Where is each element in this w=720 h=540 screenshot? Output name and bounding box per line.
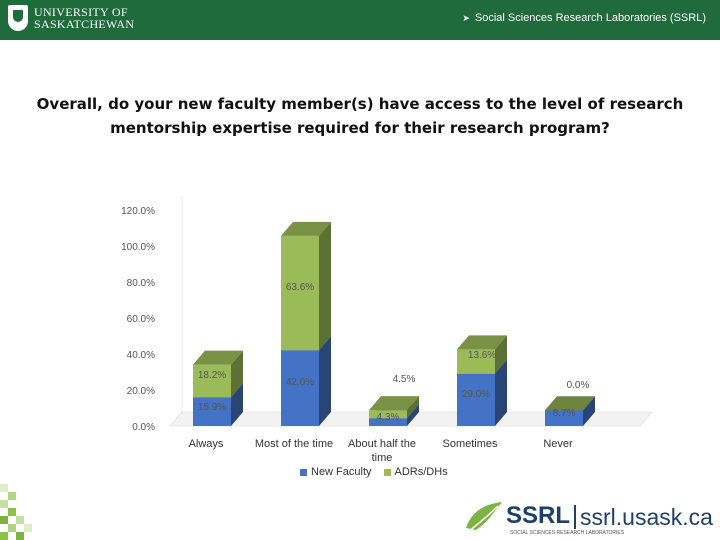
decor-square (0, 484, 8, 492)
bar-side (319, 336, 331, 426)
decor-square (0, 500, 8, 508)
legend-label-adrs-dhs: ADRs/DHs (394, 466, 448, 478)
data-label: 4.5% (393, 374, 416, 385)
university-line1: UNIVERSITY OF (34, 5, 128, 19)
y-tick-label: 0.0% (132, 422, 155, 433)
data-label: 4.3% (377, 412, 400, 423)
university-line2: SASKATCHEWAN (34, 17, 135, 31)
bar-side (231, 383, 243, 426)
arrow-icon: ➤ (462, 12, 470, 23)
y-tick-label: 20.0% (127, 386, 155, 397)
bar-side (495, 359, 507, 426)
legend-label-new-faculty: New Faculty (311, 466, 372, 478)
bar-side (407, 396, 419, 419)
decor-square (8, 524, 16, 532)
category-label: Always (189, 438, 224, 450)
data-label: 63.6% (286, 282, 314, 293)
legend-swatch-new-faculty (300, 468, 307, 476)
bar-new-faculty (193, 397, 231, 426)
data-label: 13.6% (468, 350, 496, 361)
bar-top (545, 396, 595, 411)
decor-square (8, 508, 16, 516)
bar-new-faculty (457, 373, 495, 426)
bar-adrs-dhs (457, 349, 495, 374)
data-label: 29.0% (462, 389, 490, 400)
lab-name: ➤ Social Sciences Research Laboratories … (462, 12, 706, 24)
bar-top (193, 350, 243, 365)
decor-square (0, 532, 8, 540)
bar-top (369, 396, 419, 411)
y-tick-label: 100.0% (121, 242, 155, 253)
bar-new-faculty (545, 410, 583, 426)
data-label: 15.9% (198, 402, 226, 413)
bar-side (319, 221, 331, 351)
header-bar: UNIVERSITY OF SASKATCHEWAN ➤ Social Scie… (0, 0, 720, 40)
bar-adrs-dhs (193, 364, 231, 398)
category-label: About half the (348, 438, 416, 450)
ssrl-footer-logo[interactable]: SSRL ssrl.usask.ca SOCIAL SCIENCES RESEA… (462, 496, 720, 540)
chart-title: Overall, do your new faculty member(s) h… (36, 95, 684, 137)
crest-icon (8, 5, 28, 31)
chart-legend: New Faculty ADRs/DHs (296, 466, 448, 478)
divider (574, 505, 576, 529)
ssrl-url-text: ssrl.usask.ca (580, 504, 713, 530)
decor-square (8, 492, 16, 500)
data-label: 8.7% (553, 408, 576, 419)
bar-side (583, 396, 595, 426)
decor-square (24, 524, 32, 532)
category-label: Most of the time (255, 438, 333, 450)
leaf-icon (466, 502, 502, 533)
category-label: Never (543, 438, 573, 450)
legend-swatch-adrs-dhs (383, 468, 391, 476)
decor-square (16, 516, 24, 524)
y-tick-label: 60.0% (127, 314, 155, 325)
bar-side (495, 335, 507, 374)
university-logo[interactable]: UNIVERSITY OF SASKATCHEWAN (8, 5, 134, 31)
data-label: 18.2% (198, 370, 226, 381)
decor-square (0, 516, 8, 524)
decor-square (16, 532, 24, 540)
bar-new-faculty (281, 350, 319, 426)
bar-top (281, 221, 331, 236)
bar-side (231, 350, 243, 398)
bar-adrs-dhs (281, 235, 319, 351)
lab-name-text: Social Sciences Research Laboratories (S… (474, 12, 706, 24)
category-label: time (372, 452, 393, 464)
data-label: 0.0% (567, 380, 590, 391)
bar-side (407, 404, 419, 426)
ssrl-subtitle: SOCIAL SCIENCES RESEARCH LABORATORIES (510, 530, 625, 536)
ssrl-mark: SSRL (506, 502, 571, 529)
y-tick-label: 40.0% (127, 350, 155, 361)
bar-adrs-dhs (369, 410, 407, 419)
ssrl-url[interactable]: ssrl.usask.ca (574, 504, 713, 531)
y-tick-label: 80.0% (127, 278, 155, 289)
data-label: 42.0% (286, 377, 314, 388)
y-tick-label: 120.0% (121, 206, 155, 217)
bar-new-faculty (369, 418, 407, 426)
category-label: Sometimes (442, 438, 498, 450)
bar-top (457, 335, 507, 350)
